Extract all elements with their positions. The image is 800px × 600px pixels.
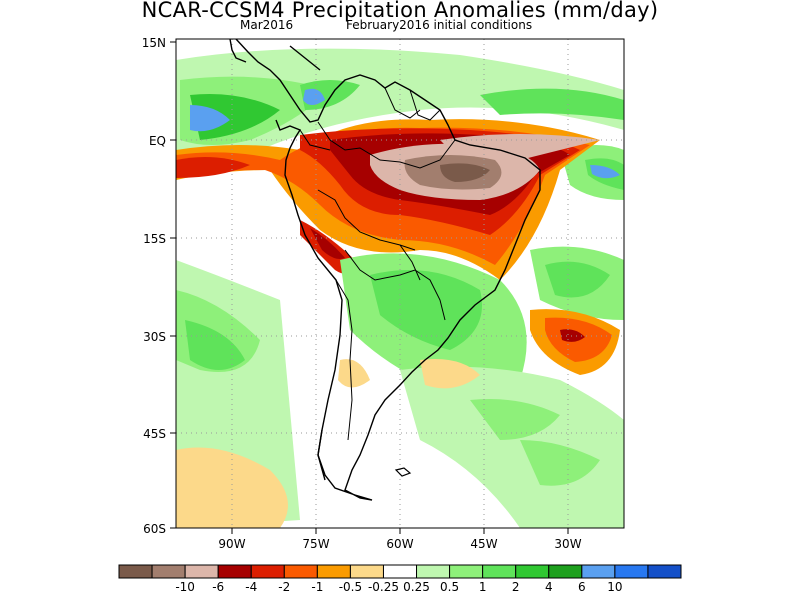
lon-label-30w: 30W (554, 537, 581, 551)
colorbar-tick-label: 4 (545, 580, 553, 594)
colorbar-swatch (581, 564, 616, 579)
lon-labels: 90W 75W 60W 45W 30W (218, 537, 581, 551)
colorbar-swatch (416, 564, 451, 579)
anomaly-field (176, 39, 624, 528)
country-borders (299, 87, 456, 441)
colorbar-tick-label: 0.25 (403, 580, 430, 594)
colorbar-tick-label: 2 (512, 580, 520, 594)
colorbar-tick-label: 1 (479, 580, 487, 594)
lon-label-45w: 45W (470, 537, 497, 551)
colorbar-swatch (184, 564, 219, 579)
colorbar-swatch (283, 564, 318, 579)
lat-labels: 15N EQ 15S 30S 45S 60S (142, 36, 166, 536)
colorbar-swatch (217, 564, 252, 579)
lat-label-45s: 45S (143, 427, 166, 441)
colorbar-swatch (151, 564, 186, 579)
colorbar-swatch (250, 564, 285, 579)
valid-month-label: Mar2016 (240, 18, 294, 32)
lat-ticks (170, 41, 176, 529)
colorbar-tick-label: -6 (212, 580, 224, 594)
lat-label-15s: 15S (143, 232, 166, 246)
colorbar-tick-label: -2 (278, 580, 290, 594)
lon-ticks (231, 528, 569, 534)
colorbar-tick-label: 0.5 (440, 580, 459, 594)
colorbar-swatch (548, 564, 583, 579)
south-america-coastline (229, 39, 541, 501)
lon-label-60w: 60W (386, 537, 413, 551)
colorbar-swatch (382, 564, 418, 579)
colorbar-tick-label: 10 (607, 580, 622, 594)
lat-label-15n: 15N (142, 36, 166, 50)
colorbar-swatch (349, 564, 384, 579)
colorbar-swatch (647, 564, 682, 579)
initial-conditions-label: February2016 initial conditions (346, 18, 533, 32)
lat-label-30s: 30S (143, 330, 166, 344)
colorbar-tick-label: -0.25 (368, 580, 399, 594)
colorbar-tick-label: -1 (311, 580, 323, 594)
colorbar-swatch (449, 564, 484, 579)
lon-label-75w: 75W (302, 537, 329, 551)
colorbar-swatch (614, 564, 649, 579)
lat-label-eq: EQ (149, 134, 166, 148)
colorbar-tick-label: -4 (245, 580, 257, 594)
lat-label-60s: 60S (143, 522, 166, 536)
colorbar-swatch (482, 564, 517, 579)
colorbar-tick-label: 6 (578, 580, 586, 594)
colorbar-legend: -10 -6 -4 -2 -1 -0.5 -0.25 0.25 0.5 1 2 4 6 10 (118, 564, 682, 594)
map-title: NCAR-CCSM4 Precipitation Anomalies (mm/d… (141, 0, 659, 22)
colorbar-swatch (515, 564, 550, 579)
colorbar-tick-label: -10 (175, 580, 195, 594)
colorbar-swatch (316, 564, 351, 579)
colorbar-swatch (118, 564, 153, 579)
falkland-islands (394, 467, 412, 477)
lon-label-90w: 90W (218, 537, 245, 551)
colorbar-tick-label: -0.5 (339, 580, 362, 594)
